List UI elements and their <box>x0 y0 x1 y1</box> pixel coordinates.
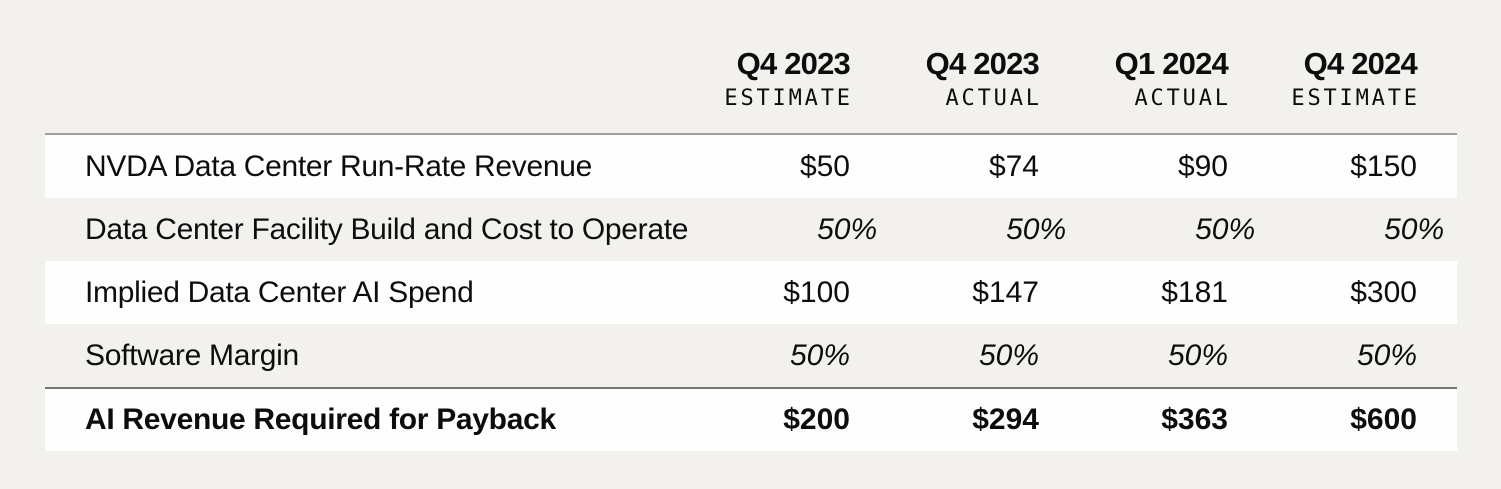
column-header: Q4 2023 ACTUAL <box>850 45 1042 111</box>
column-header: Q1 2024 ACTUAL <box>1039 45 1231 111</box>
cell-value: 50% <box>1006 212 1067 246</box>
cell-value: $363 <box>1161 403 1228 436</box>
table-row: AI Revenue Required for Payback $200 $294… <box>45 387 1457 451</box>
column-header: Q4 2023 ESTIMATE <box>661 45 853 111</box>
cell-value: 50% <box>1384 212 1445 246</box>
cell-value: 50% <box>817 212 878 246</box>
column-kind-label: ACTUAL <box>945 86 1042 111</box>
cell-value: $200 <box>783 403 850 436</box>
cell-value: 50% <box>978 338 1039 372</box>
cell-value: 50% <box>1356 338 1417 372</box>
column-period-label: Q4 2023 <box>925 45 1040 81</box>
cell-value: $74 <box>988 149 1039 183</box>
row-label: Data Center Facility Build and Cost to O… <box>85 212 689 246</box>
column-period-label: Q1 2024 <box>1114 45 1229 81</box>
cell-value: $181 <box>1161 275 1228 309</box>
row-label: Implied Data Center AI Spend <box>85 275 474 309</box>
payback-table: Q4 2023 ESTIMATE Q4 2023 ACTUAL Q1 2024 … <box>45 0 1457 451</box>
cell-value: $100 <box>783 275 850 309</box>
cell-value: $90 <box>1177 149 1228 183</box>
cell-value: 50% <box>1195 212 1256 246</box>
column-kind-label: ESTIMATE <box>724 86 853 111</box>
column-period-label: Q4 2024 <box>1303 45 1418 81</box>
column-kind-label: ESTIMATE <box>1291 86 1420 111</box>
cell-value: $294 <box>972 403 1039 436</box>
row-label: AI Revenue Required for Payback <box>85 403 556 436</box>
column-period-label: Q4 2023 <box>736 45 851 81</box>
column-kind-label: ACTUAL <box>1134 86 1231 111</box>
table-header-row: Q4 2023 ESTIMATE Q4 2023 ACTUAL Q1 2024 … <box>45 0 1457 135</box>
cell-value: $150 <box>1350 149 1417 183</box>
cell-value: $147 <box>972 275 1039 309</box>
row-label: NVDA Data Center Run-Rate Revenue <box>85 149 593 183</box>
cell-value: 50% <box>789 338 850 372</box>
table-row: Software Margin 50% 50% 50% 50% <box>45 324 1457 387</box>
table-body: NVDA Data Center Run-Rate Revenue $50 $74… <box>45 135 1457 451</box>
table-row: Data Center Facility Build and Cost to O… <box>45 198 1457 261</box>
row-label: Software Margin <box>85 338 299 372</box>
cell-value: $600 <box>1350 403 1417 436</box>
cell-value: 50% <box>1167 338 1228 372</box>
table-row: Implied Data Center AI Spend $100 $147 $18… <box>45 261 1457 324</box>
column-header: Q4 2024 ESTIMATE <box>1228 45 1420 111</box>
table-row: NVDA Data Center Run-Rate Revenue $50 $74… <box>45 135 1457 198</box>
cell-value: $50 <box>799 149 850 183</box>
cell-value: $300 <box>1350 275 1417 309</box>
